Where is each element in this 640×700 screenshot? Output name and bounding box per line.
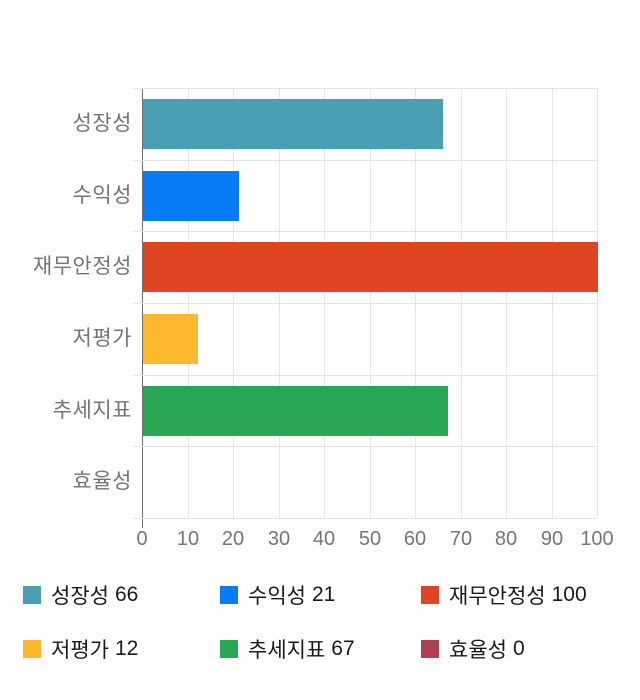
bar-3[interactable] — [143, 314, 198, 364]
x-tick-label: 100 — [580, 528, 614, 550]
bar-1[interactable] — [143, 171, 239, 221]
row-separator — [133, 446, 597, 447]
category-label: 성장성 — [72, 112, 132, 135]
x-tick-label: 70 — [449, 528, 473, 550]
category-label: 효율성 — [72, 470, 132, 493]
legend-value: 21 — [311, 583, 336, 606]
bar-4[interactable] — [143, 386, 448, 436]
legend-value: 12 — [114, 637, 139, 660]
legend-value: 100 — [551, 583, 587, 606]
legend-value: 0 — [512, 637, 525, 660]
legend-swatch-icon — [421, 640, 439, 658]
legend-label: 재무안정성 — [449, 585, 546, 608]
row-separator — [133, 231, 597, 232]
legend-swatch-icon — [23, 586, 41, 604]
legend-value: 66 — [114, 583, 139, 606]
bar-0[interactable] — [143, 99, 443, 149]
category-label: 저평가 — [72, 327, 132, 350]
x-tick-label: 80 — [494, 528, 518, 550]
legend-item-2[interactable]: 재무안정성 100 — [421, 583, 587, 608]
row-separator — [133, 375, 597, 376]
x-tick-label: 0 — [136, 528, 148, 550]
y-axis-line — [142, 88, 143, 528]
legend-label: 성장성 — [51, 585, 109, 608]
category-label: 재무안정성 — [32, 255, 132, 278]
legend-swatch-icon — [220, 640, 238, 658]
x-tick-label: 40 — [312, 528, 336, 550]
x-gridline — [597, 88, 598, 518]
x-tick-label: 20 — [221, 528, 245, 550]
legend-label: 추세지표 — [248, 639, 326, 662]
legend-swatch-icon — [23, 640, 41, 658]
plot-area — [133, 88, 598, 528]
legend-item-3[interactable]: 저평가 12 — [23, 637, 139, 662]
x-tick-label: 30 — [267, 528, 291, 550]
x-tick-label: 60 — [403, 528, 427, 550]
legend-swatch-icon — [220, 586, 238, 604]
legend-item-5[interactable]: 효율성 0 — [421, 637, 525, 662]
row-separator — [133, 88, 597, 89]
row-separator — [133, 160, 597, 161]
x-tick-label: 10 — [176, 528, 200, 550]
row-separator — [133, 303, 597, 304]
legend-item-0[interactable]: 성장성 66 — [23, 583, 139, 608]
category-label: 추세지표 — [52, 399, 132, 422]
bar-2[interactable] — [143, 242, 598, 292]
legend-label: 저평가 — [51, 639, 109, 662]
legend-label: 수익성 — [248, 585, 306, 608]
legend-item-4[interactable]: 추세지표 67 — [220, 637, 355, 662]
row-separator — [133, 518, 597, 519]
category-label: 수익성 — [72, 184, 132, 207]
legend-item-1[interactable]: 수익성 21 — [220, 583, 336, 608]
legend-value: 67 — [331, 637, 355, 660]
x-tick-label: 90 — [540, 528, 564, 550]
legend-label: 효율성 — [449, 639, 507, 662]
legend-swatch-icon — [421, 586, 439, 604]
x-tick-label: 50 — [358, 528, 382, 550]
